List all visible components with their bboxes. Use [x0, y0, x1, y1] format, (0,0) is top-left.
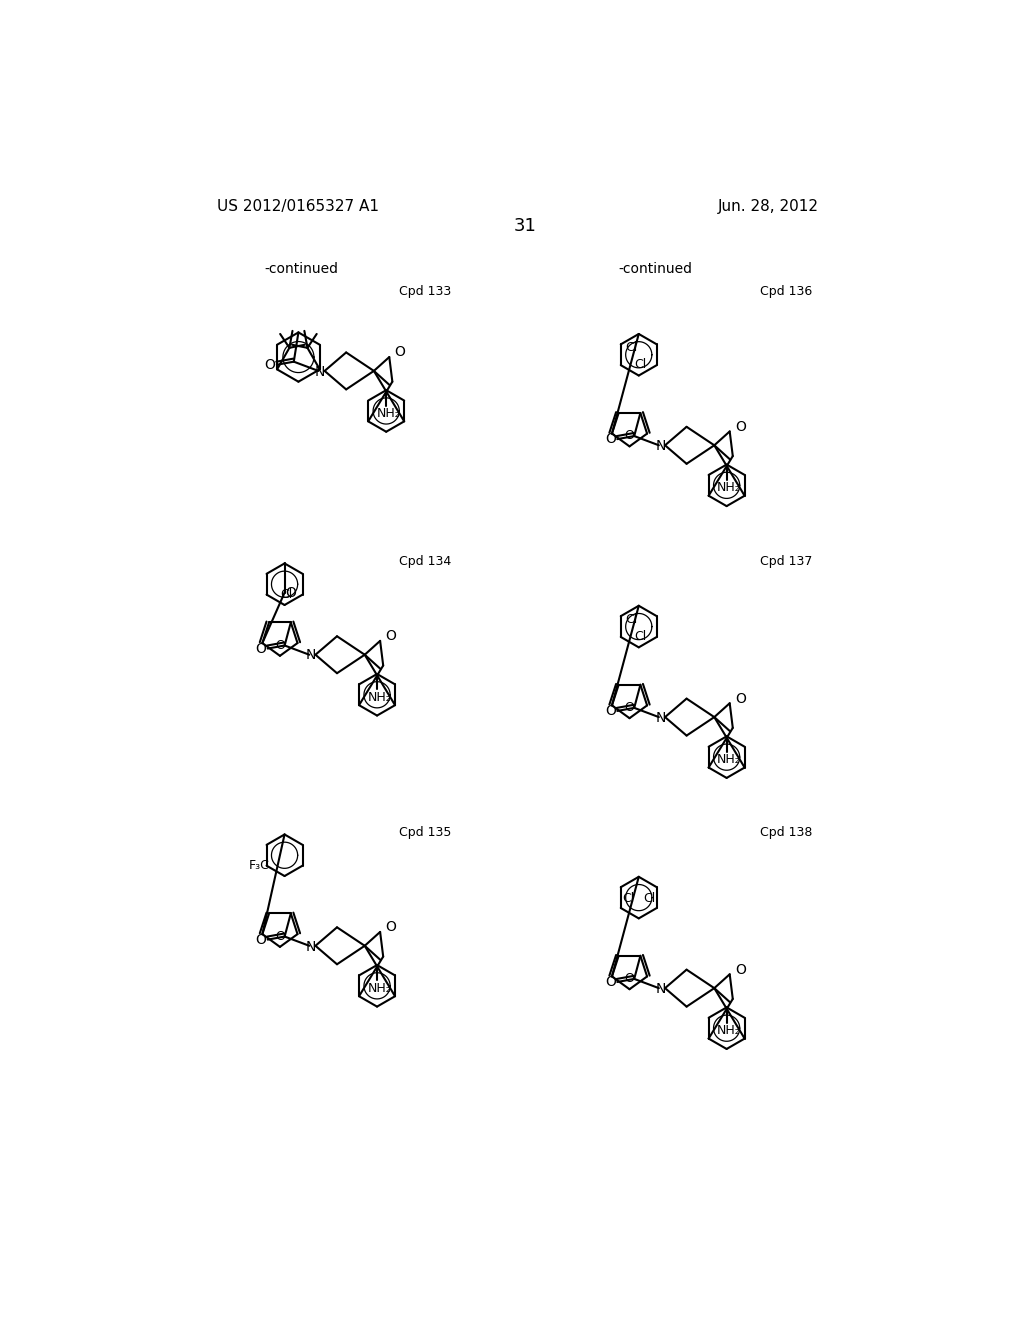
Text: O: O: [255, 933, 266, 946]
Text: Cpd 134: Cpd 134: [398, 554, 451, 568]
Text: Cl: Cl: [626, 612, 638, 626]
Text: O: O: [735, 692, 745, 706]
Text: Jun. 28, 2012: Jun. 28, 2012: [718, 198, 819, 214]
Text: N: N: [314, 364, 326, 379]
Text: O: O: [275, 929, 285, 942]
Text: N: N: [305, 648, 316, 663]
Text: Cl: Cl: [280, 587, 292, 601]
Text: Cpd 133: Cpd 133: [398, 285, 451, 298]
Text: Cl: Cl: [643, 892, 655, 906]
Text: O: O: [385, 630, 396, 643]
Text: Cpd 136: Cpd 136: [761, 285, 813, 298]
Text: O: O: [625, 972, 635, 985]
Text: O: O: [605, 975, 615, 989]
Text: 31: 31: [513, 218, 537, 235]
Text: N: N: [655, 711, 666, 725]
Text: Cpd 137: Cpd 137: [761, 554, 813, 568]
Text: Cpd 135: Cpd 135: [398, 825, 451, 838]
Text: Cl: Cl: [634, 358, 646, 371]
Text: N: N: [655, 982, 666, 995]
Text: O: O: [286, 586, 296, 601]
Text: O: O: [605, 704, 615, 718]
Text: O: O: [625, 429, 635, 442]
Text: NH₂: NH₂: [717, 1024, 740, 1038]
Text: O: O: [385, 920, 396, 935]
Text: -continued: -continued: [618, 261, 692, 276]
Text: O: O: [275, 639, 285, 652]
Text: Cl: Cl: [623, 892, 635, 906]
Text: NH₂: NH₂: [717, 480, 740, 494]
Text: O: O: [605, 432, 615, 446]
Text: F₃C: F₃C: [248, 859, 269, 871]
Text: O: O: [625, 701, 635, 714]
Text: O: O: [735, 420, 745, 434]
Text: Cpd 138: Cpd 138: [761, 825, 813, 838]
Text: NH₂: NH₂: [368, 690, 391, 704]
Text: NH₂: NH₂: [368, 982, 391, 995]
Text: -continued: -continued: [264, 261, 339, 276]
Text: O: O: [735, 962, 745, 977]
Text: Cl: Cl: [626, 341, 638, 354]
Text: N: N: [655, 440, 666, 453]
Text: O: O: [264, 358, 275, 372]
Text: Cl: Cl: [634, 630, 646, 643]
Text: O: O: [394, 346, 406, 359]
Text: US 2012/0165327 A1: US 2012/0165327 A1: [217, 198, 379, 214]
Text: N: N: [305, 940, 316, 953]
Text: NH₂: NH₂: [717, 752, 740, 766]
Text: NH₂: NH₂: [377, 407, 400, 420]
Text: O: O: [255, 642, 266, 656]
